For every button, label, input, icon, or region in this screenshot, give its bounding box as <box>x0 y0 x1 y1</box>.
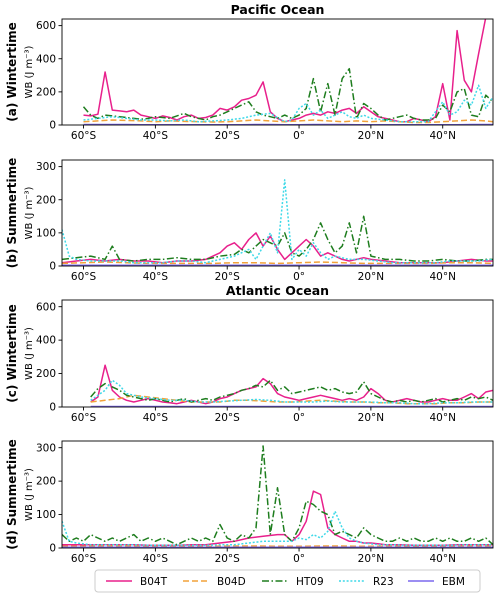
x-tick-label: 40°S <box>143 271 169 283</box>
y-tick-label: 200 <box>36 86 56 98</box>
y-tick-label: 600 <box>36 20 56 32</box>
x-tick-label: 0° <box>293 412 305 424</box>
chart-title: Atlantic Ocean <box>226 283 329 298</box>
panel-label: (a) Wintertime <box>5 22 19 121</box>
x-tick-label: 20°N <box>358 412 384 424</box>
y-tick-label: 100 <box>36 509 56 521</box>
chart-panel-3: 0 100 200 300 60°S 40°S 20°S 0° 20°N 40°N WB (J m⁻… <box>5 439 494 565</box>
series-group <box>62 179 493 266</box>
x-tick-label: 60°S <box>71 271 97 283</box>
x-tick-label: 0° <box>293 130 305 142</box>
x-tick-label: 20°S <box>215 412 241 424</box>
x-tick-label: 20°S <box>215 130 241 142</box>
x-tick-label: 20°S <box>215 271 241 283</box>
series-line-ht09 <box>90 379 493 403</box>
x-tick-label: 20°S <box>215 553 241 565</box>
y-tick-label: 100 <box>36 227 56 239</box>
x-tick-label: 40°N <box>429 271 455 283</box>
axes-frame <box>61 18 494 126</box>
series-line-b04t <box>90 364 493 405</box>
series-line-ht09 <box>82 67 493 121</box>
y-tick-label: 400 <box>36 335 56 347</box>
x-tick-label: 60°S <box>71 553 97 565</box>
chart-title: Pacific Ocean <box>231 2 325 17</box>
series-line-b04d <box>83 119 493 124</box>
chart-panel-1: 0 100 200 300 60°S 40°S 20°S 0° 20°N 40°N WB (J m⁻… <box>5 158 494 283</box>
y-axis-label: WB (J m⁻³) <box>24 468 35 521</box>
x-tick-label: 0° <box>293 271 305 283</box>
legend: B04T B04D HT09 R23 EBM <box>94 569 481 593</box>
x-tick-label: 40°S <box>143 553 169 565</box>
x-tick-label: 40°N <box>429 553 455 565</box>
x-tick-label: 20°N <box>358 553 384 565</box>
x-tick-label: 40°S <box>143 412 169 424</box>
y-axis-label: WB (J m⁻³) <box>24 186 35 239</box>
series-line-b04t <box>83 19 487 123</box>
legend-label-ht09: HT09 <box>296 576 324 588</box>
y-tick-label: 400 <box>36 53 56 65</box>
series-line-ht09 <box>62 445 493 546</box>
y-tick-label: 0 <box>49 261 56 273</box>
panel-label: (d) Summertime <box>5 439 19 549</box>
y-tick-label: 600 <box>36 301 56 313</box>
series-group <box>62 445 493 548</box>
x-tick-label: 20°N <box>358 130 384 142</box>
series-line-r23 <box>83 84 493 123</box>
x-tick-label: 40°S <box>143 130 169 142</box>
y-axis-label: WB (J m⁻³) <box>24 45 35 98</box>
y-tick-label: 200 <box>36 476 56 488</box>
x-tick-label: 0° <box>293 553 305 565</box>
chart-panel-2: Atlantic Ocean 0 200 400 600 60°S 40°S 20°S 0° 20… <box>5 283 494 424</box>
x-tick-label: 20°N <box>358 271 384 283</box>
series-line-b04t <box>62 490 493 547</box>
panel-label: (c) Wintertime <box>5 304 19 402</box>
series-group <box>90 364 493 407</box>
legend-label-b04d: B04D <box>217 576 246 588</box>
legend-label-b04t: B04T <box>140 576 168 588</box>
panels: Pacific Ocean 0 200 400 600 60°S 40°S 20°S 0° 20°… <box>5 2 494 565</box>
axes-frame <box>61 440 494 549</box>
x-tick-label: 40°N <box>429 412 455 424</box>
panel-label: (b) Summertime <box>5 158 19 268</box>
series-line-r23 <box>62 510 493 547</box>
y-tick-label: 300 <box>36 161 56 173</box>
y-tick-label: 0 <box>49 402 56 414</box>
legend-label-ebm: EBM <box>442 576 465 588</box>
y-axis-label: WB (J m⁻³) <box>24 327 35 380</box>
chart-panel-0: Pacific Ocean 0 200 400 600 60°S 40°S 20°S 0° 20°… <box>5 2 494 142</box>
x-tick-label: 60°S <box>71 130 97 142</box>
axes-frame <box>61 299 494 408</box>
series-group <box>82 19 493 125</box>
axes-frame <box>61 159 494 267</box>
legend-label-r23: R23 <box>373 576 394 588</box>
y-tick-label: 0 <box>49 543 56 555</box>
series-line-r23 <box>62 179 493 264</box>
x-tick-label: 40°N <box>429 130 455 142</box>
y-tick-label: 0 <box>49 120 56 132</box>
y-tick-label: 300 <box>36 442 56 454</box>
y-tick-label: 200 <box>36 194 56 206</box>
x-tick-label: 60°S <box>71 412 97 424</box>
legend-box <box>94 569 481 593</box>
series-line-ht09 <box>62 215 493 262</box>
y-tick-label: 200 <box>36 368 56 380</box>
